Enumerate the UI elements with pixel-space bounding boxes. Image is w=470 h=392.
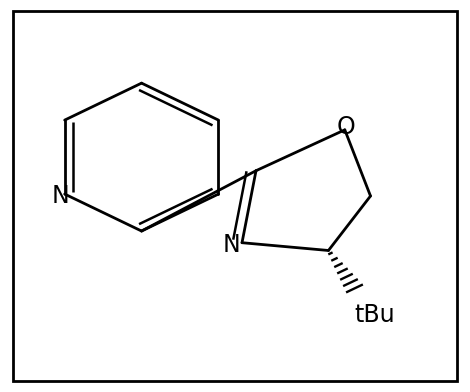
Text: tBu: tBu: [355, 303, 395, 327]
Text: N: N: [223, 233, 241, 257]
Text: N: N: [52, 184, 70, 208]
Text: O: O: [337, 115, 356, 139]
